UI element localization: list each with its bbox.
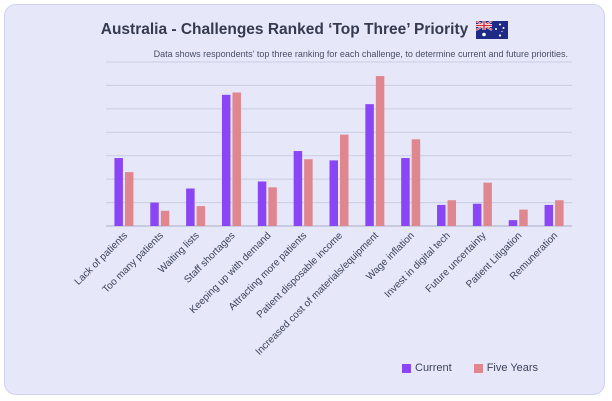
bar-current bbox=[329, 160, 338, 226]
bar-five-years bbox=[483, 182, 492, 226]
bar-current bbox=[221, 94, 231, 226]
category-label: Future uncertainty bbox=[424, 230, 489, 295]
australia-flag-icon bbox=[476, 21, 509, 39]
bar-five-years bbox=[340, 134, 349, 226]
chart-subtitle: Data shows respondents’ top three rankin… bbox=[153, 49, 568, 59]
bar-five-years bbox=[268, 187, 277, 226]
bar-current bbox=[472, 203, 482, 226]
bar-five-years bbox=[304, 159, 313, 226]
bar-current bbox=[365, 104, 374, 226]
bar-current bbox=[186, 188, 195, 226]
category-label: Invest in digital tech bbox=[383, 230, 453, 300]
bar-current bbox=[257, 181, 267, 226]
legend-item-five-years: Five Years bbox=[473, 362, 539, 374]
bar-current bbox=[293, 151, 303, 226]
bar-five-years bbox=[375, 76, 385, 226]
legend: Current Five Years bbox=[402, 362, 538, 374]
bar-five-years bbox=[555, 200, 564, 226]
bar-five-years bbox=[519, 209, 528, 226]
bar-five-years bbox=[411, 139, 421, 226]
bar-five-years bbox=[447, 200, 457, 226]
legend-swatch-current bbox=[402, 363, 411, 373]
bar-five-years bbox=[232, 92, 241, 226]
bar-current bbox=[150, 202, 159, 226]
bar-current bbox=[401, 158, 410, 226]
legend-swatch-five-years bbox=[473, 363, 483, 373]
bar-five-years bbox=[196, 206, 206, 226]
bar-current bbox=[544, 204, 554, 226]
bar-current bbox=[114, 158, 123, 226]
bar-five-years bbox=[124, 172, 134, 226]
title-row: Australia - Challenges Ranked ‘Top Three… bbox=[5, 21, 604, 39]
legend-label-current: Current bbox=[415, 362, 452, 374]
bar-current bbox=[437, 204, 446, 226]
bar-current bbox=[508, 220, 518, 226]
legend-item-current: Current bbox=[402, 362, 452, 374]
bar-five-years bbox=[160, 210, 170, 226]
category-label: Too many patients bbox=[101, 230, 166, 295]
legend-label-five-years: Five Years bbox=[486, 362, 539, 374]
chart-title: Australia - Challenges Ranked ‘Top Three… bbox=[100, 21, 469, 38]
